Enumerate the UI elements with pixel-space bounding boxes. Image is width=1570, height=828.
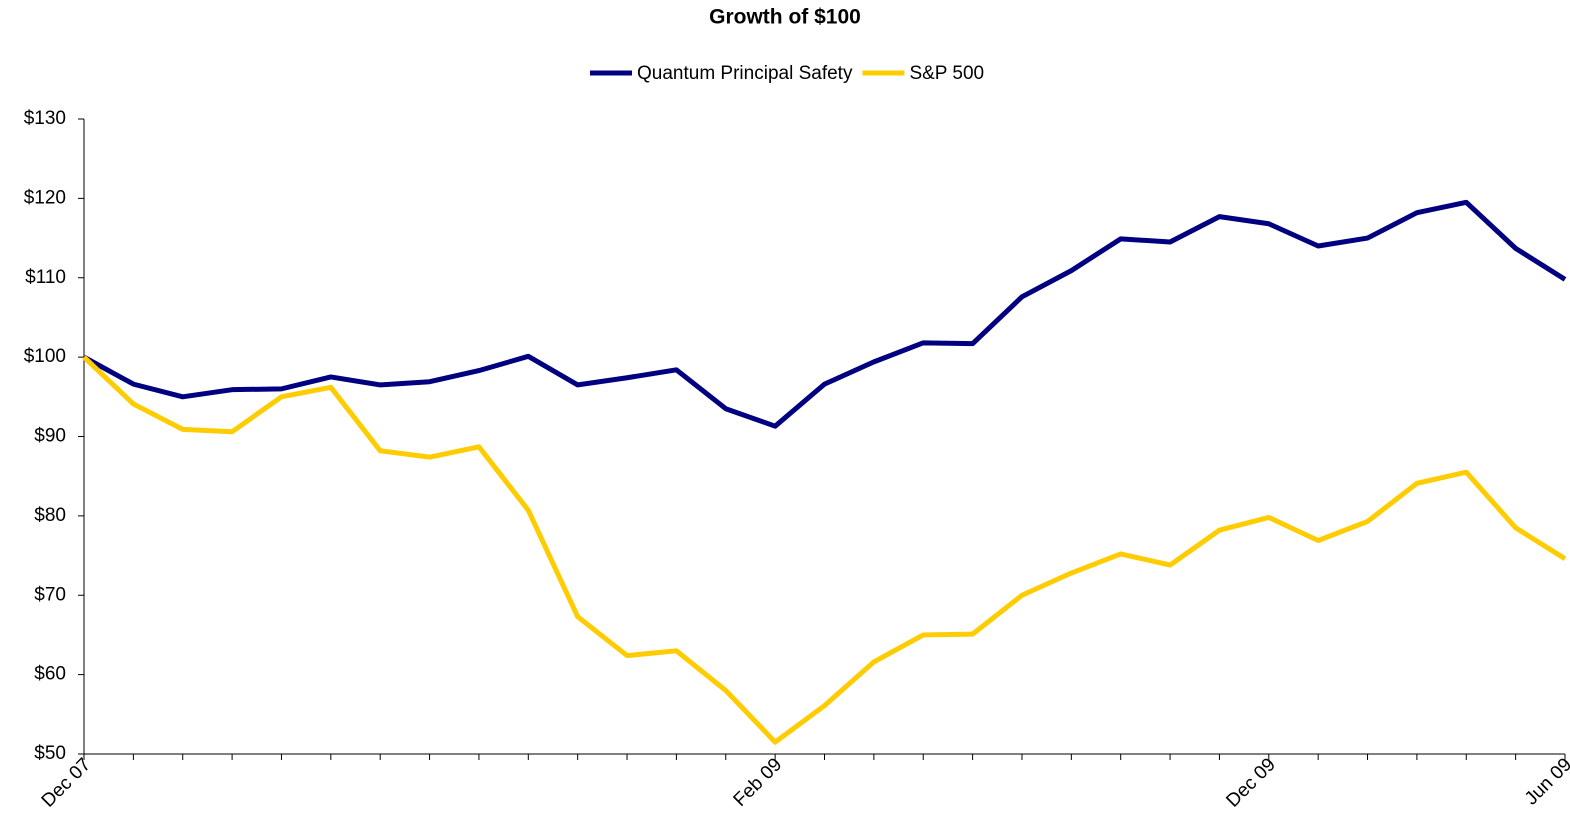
y-tick-label: $130 [24, 108, 66, 129]
series-line [82, 355, 1567, 745]
y-tick-label: $70 [34, 584, 66, 605]
y-tick-label: $90 [34, 426, 66, 447]
x-tick-label: Dec 09 [1222, 754, 1279, 811]
legend-label: Quantum Principal Safety [637, 63, 853, 84]
y-tick-label: $50 [34, 743, 66, 764]
y-tick-label: $110 [25, 267, 66, 288]
x-tick-label: Feb 09 [730, 754, 787, 811]
legend-label: S&P 500 [909, 63, 984, 84]
y-tick-label: $80 [34, 505, 66, 526]
x-tick-label: Jun 09 [1521, 754, 1570, 809]
y-tick-label: $120 [24, 187, 66, 208]
chart-title: Growth of $100 [709, 6, 861, 29]
legend-item: S&P 500 [862, 63, 984, 84]
y-tick-label: $100 [24, 346, 66, 367]
legend-item: Quantum Principal Safety [590, 63, 853, 84]
series-line [82, 199, 1567, 429]
y-tick-label: $60 [34, 664, 66, 685]
